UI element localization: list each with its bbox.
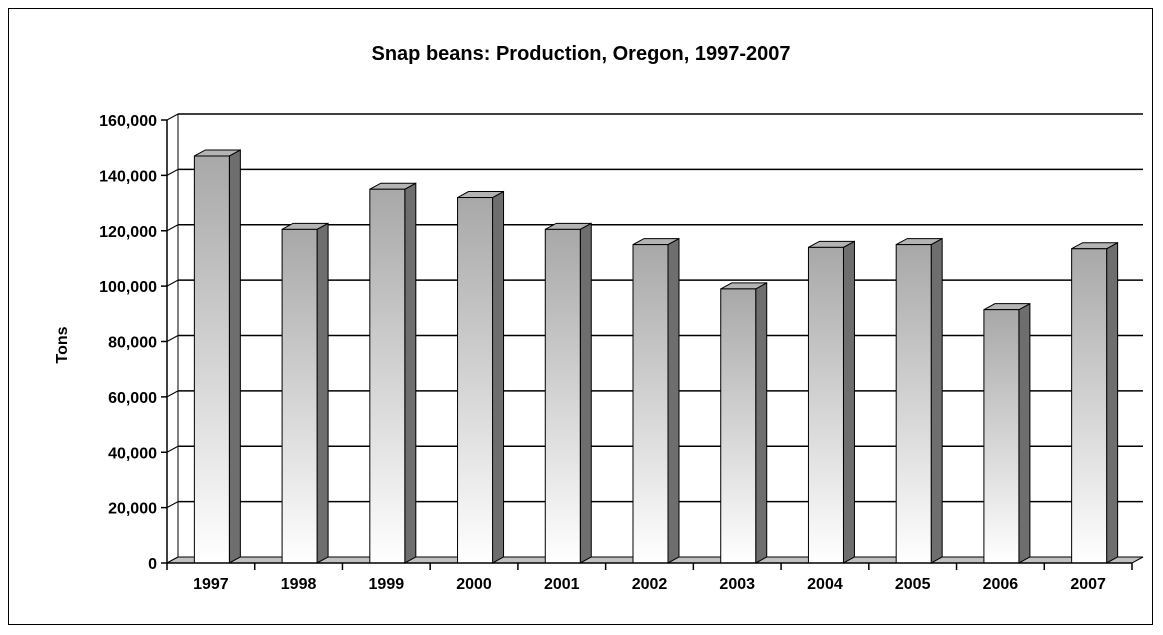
y-tick-label: 80,000 xyxy=(108,335,157,352)
bar xyxy=(1071,241,1119,564)
x-tick-label: 1999 xyxy=(369,576,405,593)
axes xyxy=(161,114,1133,570)
bar xyxy=(632,237,680,564)
bar xyxy=(720,282,768,564)
bar xyxy=(281,222,329,564)
chart-title: Snap beans: Production, Oregon, 1997-200… xyxy=(371,43,790,65)
x-tick-label: 2000 xyxy=(456,576,492,593)
bar xyxy=(193,149,241,564)
x-tick-label: 2003 xyxy=(719,576,755,593)
gridline-connector xyxy=(166,390,179,398)
gridline-connector xyxy=(166,501,179,509)
y-axis-label: Tons xyxy=(54,326,71,363)
y-tick-label: 160,000 xyxy=(99,113,157,130)
x-tick-label: 2005 xyxy=(895,576,931,593)
x-tick-label: 2006 xyxy=(983,576,1019,593)
bar xyxy=(457,190,505,564)
bar xyxy=(544,222,592,564)
gridline-connector xyxy=(166,445,179,453)
x-tick-label: 1998 xyxy=(281,576,317,593)
y-tick-label: 0 xyxy=(148,556,157,573)
y-tick-label: 20,000 xyxy=(108,501,157,518)
bars xyxy=(193,149,1119,564)
bar xyxy=(369,182,417,564)
x-tick-labels: 1997 1998 1999 2000 2001 2002 2003 2004 2005 2006… xyxy=(193,576,1106,593)
bar xyxy=(807,240,855,564)
bar xyxy=(983,302,1031,564)
y-tick-label: 120,000 xyxy=(99,224,157,241)
x-tick-label: 1997 xyxy=(193,576,229,593)
y-tick-labels: 0 20,000 40,000 60,000 80,000 100,000 120,000 1… xyxy=(99,113,157,573)
bar xyxy=(895,237,943,564)
gridline-connector xyxy=(166,335,179,342)
y-tick-label: 140,000 xyxy=(99,168,157,185)
y-tick-label: 100,000 xyxy=(99,279,157,296)
gridline-connector xyxy=(166,224,179,232)
x-tick-label: 2004 xyxy=(807,576,843,593)
x-tick-label: 2007 xyxy=(1070,576,1106,593)
gridline-connector xyxy=(166,113,179,121)
x-tick-label: 2002 xyxy=(632,576,668,593)
x-tick-label: 2001 xyxy=(544,576,580,593)
gridline-connector xyxy=(166,168,179,176)
y-tick-label: 40,000 xyxy=(108,445,157,462)
gridline-connector xyxy=(166,279,179,287)
y-tick-label: 60,000 xyxy=(108,390,157,407)
